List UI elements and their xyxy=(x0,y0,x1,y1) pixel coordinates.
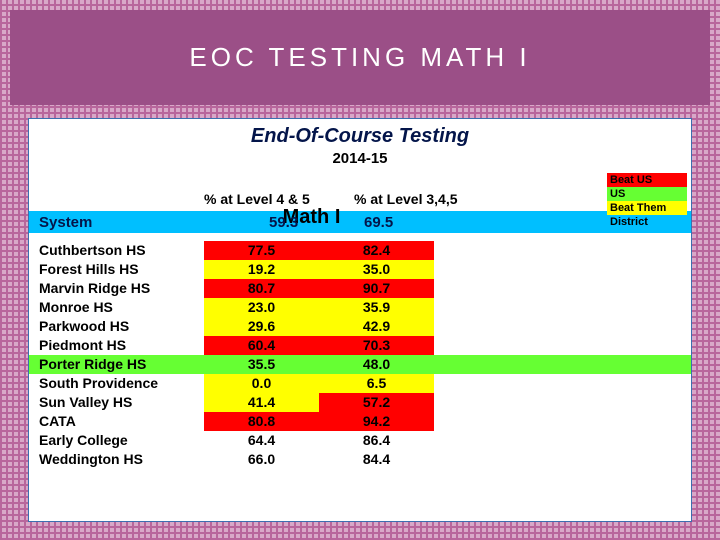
header-bar: EOC TESTING MATH I xyxy=(10,10,710,105)
value-level-3-4-5: 35.9 xyxy=(319,298,434,317)
value-level-3-4-5: 94.2 xyxy=(319,412,434,431)
value-level-4-5: 77.5 xyxy=(204,241,319,260)
col1-header: % at Level 4 & 5 xyxy=(204,191,354,207)
table-row: Cuthbertson HS77.582.4 xyxy=(29,241,691,260)
value-level-3-4-5: 6.5 xyxy=(319,374,434,393)
value-level-4-5: 66.0 xyxy=(204,450,319,469)
school-name: Weddington HS xyxy=(39,450,204,469)
value-level-4-5: 60.4 xyxy=(204,336,319,355)
table-row: Porter Ridge HS35.548.0 xyxy=(29,355,691,374)
school-name: Forest Hills HS xyxy=(39,260,204,279)
table-row: South Providence0.06.5 xyxy=(29,374,691,393)
table-row: Monroe HS23.035.9 xyxy=(29,298,691,317)
value-level-4-5: 19.2 xyxy=(204,260,319,279)
school-name: Porter Ridge HS xyxy=(39,355,204,374)
value-level-3-4-5: 57.2 xyxy=(319,393,434,412)
system-label: System xyxy=(39,214,204,231)
school-name: South Providence xyxy=(39,374,204,393)
col2-header: % at Level 3,4,5 xyxy=(354,191,509,207)
value-level-3-4-5: 70.3 xyxy=(319,336,434,355)
content-panel: End-Of-Course Testing 2014-15 Math I Bea… xyxy=(28,118,692,522)
school-name: Parkwood HS xyxy=(39,317,204,336)
table-row: Forest Hills HS19.235.0 xyxy=(29,260,691,279)
value-level-3-4-5: 42.9 xyxy=(319,317,434,336)
legend-district: District xyxy=(607,215,687,229)
table-row: Piedmont HS60.470.3 xyxy=(29,336,691,355)
value-level-4-5: 29.6 xyxy=(204,317,319,336)
value-level-4-5: 35.5 xyxy=(204,355,319,374)
school-name: Early College xyxy=(39,431,204,450)
system-v1: 59.3 xyxy=(204,214,319,231)
chart-year: 2014-15 xyxy=(39,150,681,167)
table-row: Early College64.486.4 xyxy=(29,431,691,450)
value-level-3-4-5: 84.4 xyxy=(319,450,434,469)
value-level-4-5: 41.4 xyxy=(204,393,319,412)
school-name: CATA xyxy=(39,412,204,431)
school-name: Marvin Ridge HS xyxy=(39,279,204,298)
school-name: Monroe HS xyxy=(39,298,204,317)
system-v2: 69.5 xyxy=(319,214,434,231)
table-row: Sun Valley HS41.457.2 xyxy=(29,393,691,412)
value-level-3-4-5: 35.0 xyxy=(319,260,434,279)
value-level-4-5: 80.8 xyxy=(204,412,319,431)
value-level-3-4-5: 82.4 xyxy=(319,241,434,260)
value-level-3-4-5: 90.7 xyxy=(319,279,434,298)
table-row: Weddington HS66.084.4 xyxy=(29,450,691,469)
value-level-4-5: 23.0 xyxy=(204,298,319,317)
page-title: EOC TESTING MATH I xyxy=(189,42,530,73)
school-name: Sun Valley HS xyxy=(39,393,204,412)
table-row: Marvin Ridge HS80.790.7 xyxy=(29,279,691,298)
legend-us: US xyxy=(607,187,687,201)
value-level-3-4-5: 86.4 xyxy=(319,431,434,450)
legend-beat-them: Beat Them xyxy=(607,201,687,215)
school-name: Piedmont HS xyxy=(39,336,204,355)
legend-beat-us: Beat US xyxy=(607,173,687,187)
table-row: Parkwood HS29.642.9 xyxy=(29,317,691,336)
value-level-3-4-5: 48.0 xyxy=(319,355,434,374)
chart-title: End-Of-Course Testing xyxy=(39,125,681,148)
data-rows: Cuthbertson HS77.582.4 Forest Hills HS19.… xyxy=(39,241,681,469)
school-name: Cuthbertson HS xyxy=(39,241,204,260)
value-level-4-5: 80.7 xyxy=(204,279,319,298)
value-level-4-5: 0.0 xyxy=(204,374,319,393)
table-row: CATA80.894.2 xyxy=(29,412,691,431)
value-level-4-5: 64.4 xyxy=(204,431,319,450)
